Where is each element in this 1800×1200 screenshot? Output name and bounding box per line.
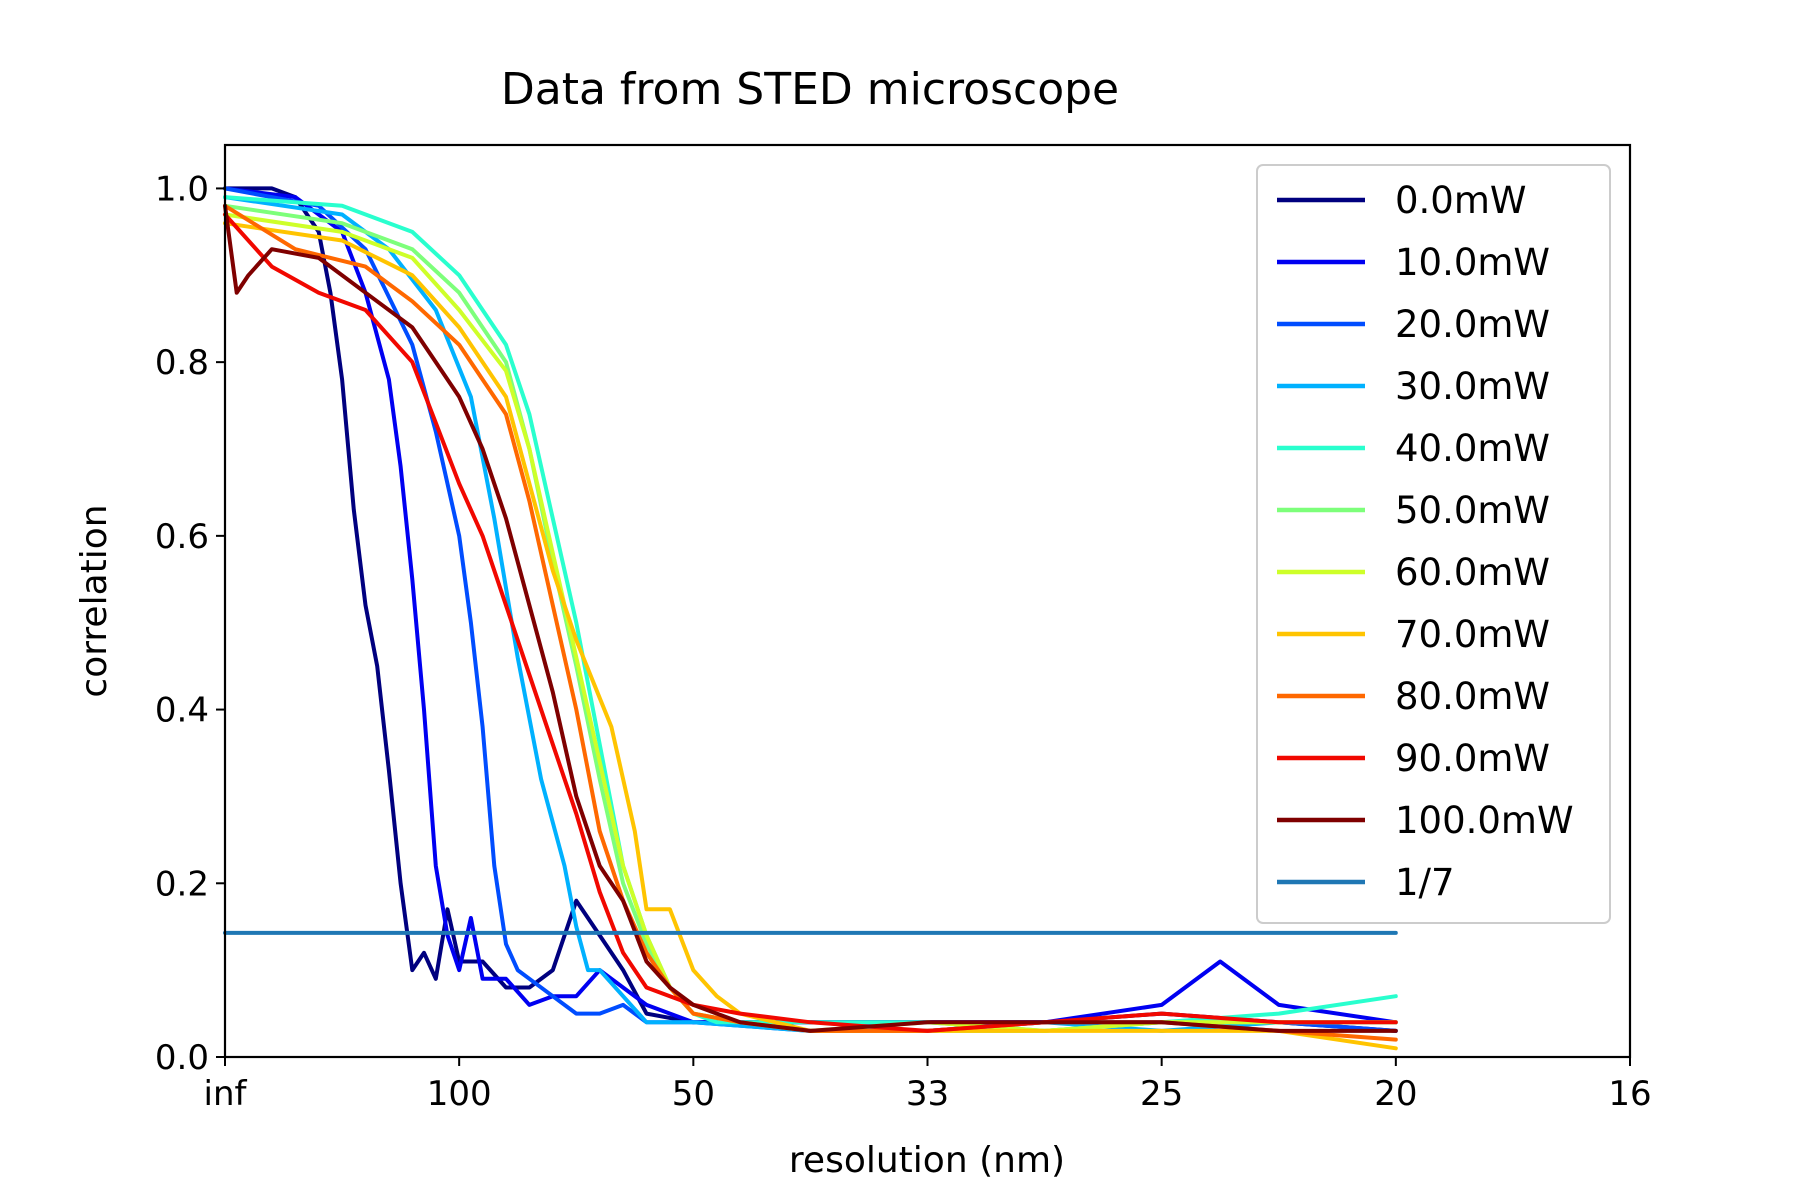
legend-label-10: 100.0mW (1395, 799, 1574, 842)
y-tick-label-1: 0.2 (155, 864, 209, 904)
x-tick-label-4: 25 (1140, 1074, 1183, 1114)
x-tick-label-2: 50 (672, 1074, 715, 1114)
legend-label-3: 30.0mW (1395, 365, 1550, 408)
x-tick-label-5: 20 (1374, 1074, 1417, 1114)
legend-label-8: 80.0mW (1395, 675, 1550, 718)
y-tick-label-2: 0.4 (155, 691, 209, 731)
y-tick-label-3: 0.6 (155, 517, 209, 557)
y-axis-label: correlation (74, 504, 115, 697)
legend-label-1: 10.0mW (1395, 241, 1550, 284)
legend-label-2: 20.0mW (1395, 303, 1550, 346)
y-axis: 0.0 0.2 0.4 0.6 0.8 1.0 (155, 169, 225, 1078)
legend-label-0: 0.0mW (1395, 179, 1526, 222)
y-tick-label-5: 1.0 (155, 169, 209, 209)
legend-label-9: 90.0mW (1395, 737, 1550, 780)
x-tick-label-1: 100 (427, 1074, 492, 1114)
legend-box (1256, 164, 1611, 924)
y-tick-label-0: 0.0 (155, 1038, 209, 1078)
y-tick-label-4: 0.8 (155, 343, 209, 383)
x-tick-label-3: 33 (906, 1074, 949, 1114)
series-layer (223, 186, 1398, 1051)
legend-label-5: 50.0mW (1395, 489, 1550, 532)
x-tick-label-0: inf (204, 1074, 248, 1114)
x-tick-label-6: 16 (1608, 1074, 1651, 1114)
x-axis-label: resolution (nm) (789, 1140, 1065, 1181)
legend-label-7: 70.0mW (1395, 613, 1550, 656)
series-line-9 (223, 212, 1398, 1033)
legend-label-6: 60.0mW (1395, 551, 1550, 594)
legend-label-4: 40.0mW (1395, 427, 1550, 470)
chart-title: Data from STED microscope (501, 64, 1119, 115)
series-line-10 (223, 203, 1398, 1033)
legend: 0.0mW 10.0mW 20.0mW 30.0mW 40.0mW 50.0mW 60.0m… (1256, 164, 1611, 924)
x-axis: inf 100 50 33 25 20 16 (204, 1057, 1652, 1114)
series-line-7 (223, 221, 1398, 1051)
legend-label-11: 1/7 (1395, 861, 1455, 904)
